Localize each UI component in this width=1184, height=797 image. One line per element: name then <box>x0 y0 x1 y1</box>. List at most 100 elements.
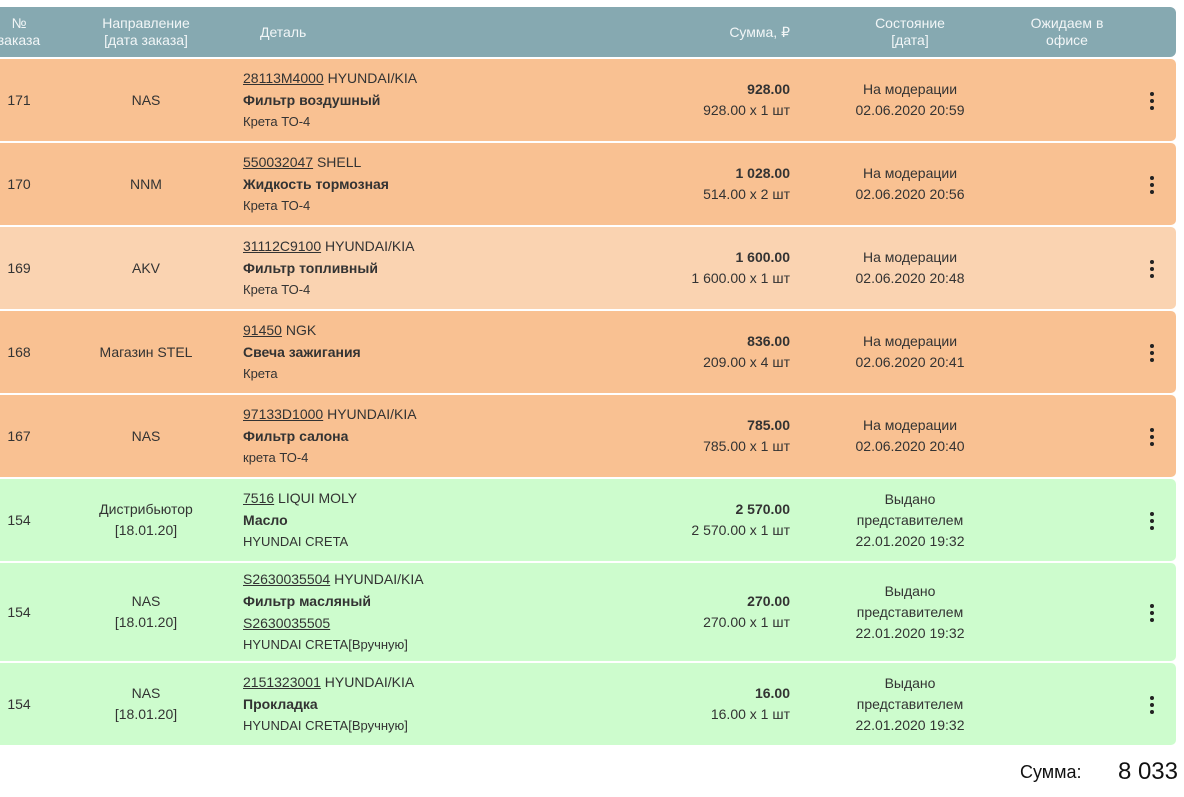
sum-qty: 928.00 x 1 шт <box>703 102 790 118</box>
sum-total: 2 570.00 <box>735 501 791 517</box>
status-line: На модерации <box>862 333 958 349</box>
part-note: HYUNDAI CRETA[Вручную] <box>243 637 408 652</box>
part-note: HYUNDAI CRETA[Вручную] <box>243 718 408 733</box>
part-code[interactable]: 28113M4000 <box>243 70 324 86</box>
order-number: 154 <box>7 695 31 712</box>
status-line: Выдано <box>884 490 936 507</box>
part-code[interactable]: 31112C9100 <box>243 238 322 254</box>
header-direction: Направление [дата заказа] <box>76 7 216 57</box>
part-note: Крета ТО-4 <box>243 198 311 213</box>
direction-line: NNM <box>130 175 162 192</box>
sum-qty: 514.00 x 2 шт <box>703 186 790 202</box>
part-code[interactable]: 2151323001 <box>243 674 321 690</box>
part-alt-code[interactable]: S2630035505 <box>243 615 331 631</box>
menu-dot <box>1150 696 1154 700</box>
table-row[interactable]: 167 NAS 97133D1000 HYUNDAI/KIA Фильтр салон… <box>0 395 1176 477</box>
part-name: Свеча зажигания <box>243 344 361 360</box>
part-code[interactable]: 550032047 <box>243 154 314 170</box>
menu-dot <box>1150 358 1154 362</box>
table-row[interactable]: 170 NNM 550032047 SHELL Жидкость тормозная К… <box>0 143 1176 225</box>
detail: 28113M4000 HYUNDAI/KIA Фильтр воздушный Кр… <box>243 59 417 141</box>
part-code[interactable]: 97133D1000 <box>243 406 324 422</box>
part-code[interactable]: 91450 <box>243 322 282 338</box>
menu-dot <box>1150 428 1154 432</box>
direction-line: NAS <box>131 91 161 108</box>
status-line: На модерации <box>862 417 958 433</box>
table-row[interactable]: 168 Магазин STEL 91450 NGK Свеча зажигания К… <box>0 311 1176 393</box>
header-order: № заказа <box>0 7 78 57</box>
direction: Магазин STEL <box>76 311 216 393</box>
direction: NAS <box>76 59 216 141</box>
direction: Дистрибьютор [18.01.20] <box>76 479 216 561</box>
direction-line: [18.01.20] <box>114 706 178 722</box>
part-note: Крета ТО-4 <box>243 282 311 297</box>
total-value: 8 033 <box>1117 758 1178 785</box>
table-row[interactable]: 154 NAS [18.01.20] S2630035504 HYUNDAI/KIA Ф… <box>0 563 1176 661</box>
status-line: 02.06.2020 20:59 <box>855 102 965 118</box>
order-number: 154 <box>7 511 31 528</box>
sum: 836.00 209.00 x 4 шт <box>703 311 790 393</box>
part-line: 91450 NGK <box>243 319 361 341</box>
part-line: 97133D1000 HYUNDAI/KIA <box>243 403 417 425</box>
menu-dot <box>1150 190 1154 194</box>
sum: 928.00 928.00 x 1 шт <box>703 59 790 141</box>
table-row[interactable]: 169 AKV 31112C9100 HYUNDAI/KIA Фильтр топли… <box>0 227 1176 309</box>
direction: NAS [18.01.20] <box>76 563 216 661</box>
part-brand: SHELL <box>316 154 362 170</box>
row-menu[interactable] <box>1149 260 1155 278</box>
part-note: крета ТО-4 <box>243 450 309 465</box>
menu-dot <box>1150 611 1154 615</box>
table-row[interactable]: 154 Дистрибьютор [18.01.20] 7516 LIQUI MOLY… <box>0 479 1176 561</box>
row-menu[interactable] <box>1149 176 1155 194</box>
part-name: Жидкость тормозная <box>243 176 389 192</box>
direction-line: NAS <box>131 685 161 701</box>
detail: 31112C9100 HYUNDAI/KIA Фильтр топливный Кр… <box>243 227 414 309</box>
part-code[interactable]: S2630035504 <box>243 571 331 587</box>
menu-dot <box>1150 183 1154 187</box>
status-line: 02.06.2020 20:41 <box>855 354 965 370</box>
menu-dot <box>1150 344 1154 348</box>
table-header <box>0 7 1176 57</box>
part-name: Прокладка <box>243 696 318 712</box>
status-line: Выдано <box>884 582 936 599</box>
order-number: 170 <box>7 175 31 192</box>
header-detail: Деталь <box>260 23 307 40</box>
header-sum: Сумма, ₽ <box>729 23 790 40</box>
menu-dot <box>1150 512 1154 516</box>
header-text: [дата заказа] <box>104 32 188 48</box>
menu-dot <box>1150 618 1154 622</box>
part-note: HYUNDAI CRETA <box>243 534 349 549</box>
status: Выдано представителем 22.01.2020 19:32 <box>840 663 980 745</box>
menu-dot <box>1150 92 1154 96</box>
sum-qty: 16.00 x 1 шт <box>710 706 790 722</box>
part-line: 28113M4000 HYUNDAI/KIA <box>243 67 417 89</box>
header-text: заказа <box>0 32 41 48</box>
status-line: 02.06.2020 20:48 <box>855 270 965 286</box>
detail: S2630035504 HYUNDAI/KIA Фильтр масляный S2… <box>243 563 424 661</box>
row-menu[interactable] <box>1149 344 1155 362</box>
row-menu[interactable] <box>1149 604 1155 622</box>
direction-line: NAS <box>131 427 161 444</box>
menu-dot <box>1150 604 1154 608</box>
detail: 97133D1000 HYUNDAI/KIA Фильтр салона крета… <box>243 395 417 477</box>
part-code[interactable]: 7516 <box>243 490 275 506</box>
row-menu[interactable] <box>1149 512 1155 530</box>
sum-total: 16.00 <box>754 685 790 701</box>
status-line: представителем <box>856 511 964 528</box>
part-line: 550032047 SHELL <box>243 151 389 173</box>
row-menu[interactable] <box>1149 92 1155 110</box>
menu-dot <box>1150 176 1154 180</box>
part-brand: HYUNDAI/KIA <box>327 406 417 422</box>
status: На модерации 02.06.2020 20:59 <box>840 59 980 141</box>
row-menu[interactable] <box>1149 428 1155 446</box>
table-row[interactable]: 154 NAS [18.01.20] 2151323001 HYUNDAI/KIA Пр… <box>0 663 1176 745</box>
menu-dot <box>1150 703 1154 707</box>
order-number: 171 <box>7 91 31 108</box>
direction-line: Магазин STEL <box>99 343 193 360</box>
table-row[interactable]: 171 NAS 28113M4000 HYUNDAI/KIA Фильтр возду… <box>0 59 1176 141</box>
row-menu[interactable] <box>1149 696 1155 714</box>
direction-line: [18.01.20] <box>114 522 178 538</box>
detail: 7516 LIQUI MOLY Масло HYUNDAI CRETA <box>243 479 357 561</box>
sum: 1 028.00 514.00 x 2 шт <box>703 143 790 225</box>
sum-qty: 270.00 x 1 шт <box>703 614 790 630</box>
